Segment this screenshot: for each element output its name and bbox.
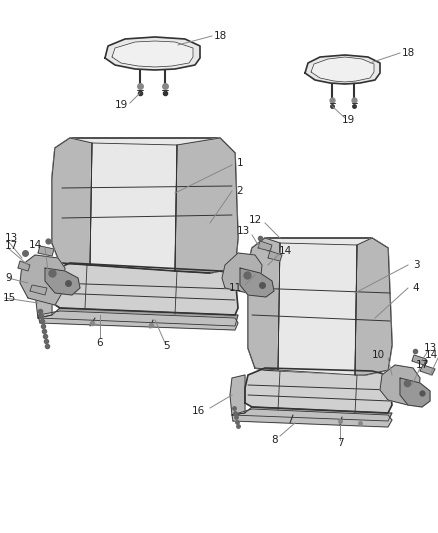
Polygon shape xyxy=(420,365,435,375)
Polygon shape xyxy=(38,311,238,330)
Polygon shape xyxy=(52,138,92,265)
Polygon shape xyxy=(232,407,392,421)
Polygon shape xyxy=(305,55,380,84)
Text: 9: 9 xyxy=(5,273,12,283)
Text: 15: 15 xyxy=(3,293,16,303)
Polygon shape xyxy=(35,271,52,318)
Polygon shape xyxy=(45,268,80,295)
Text: 13: 13 xyxy=(424,343,437,353)
Polygon shape xyxy=(245,368,392,413)
Polygon shape xyxy=(38,308,238,326)
Polygon shape xyxy=(248,238,392,375)
Text: 12: 12 xyxy=(249,215,262,225)
Text: 14: 14 xyxy=(279,246,292,256)
Text: 16: 16 xyxy=(192,406,205,416)
Polygon shape xyxy=(355,238,392,375)
Polygon shape xyxy=(400,378,430,407)
Polygon shape xyxy=(30,285,47,295)
Text: 8: 8 xyxy=(272,435,278,445)
Text: 17: 17 xyxy=(5,241,18,251)
Text: 18: 18 xyxy=(401,48,415,58)
Text: 18: 18 xyxy=(213,31,226,41)
Text: 10: 10 xyxy=(372,350,385,360)
Polygon shape xyxy=(278,243,357,375)
Text: 5: 5 xyxy=(164,341,170,351)
Text: 11: 11 xyxy=(229,283,242,293)
Polygon shape xyxy=(248,238,280,370)
Text: 13: 13 xyxy=(5,233,18,243)
Text: 14: 14 xyxy=(425,350,438,360)
Polygon shape xyxy=(240,268,274,297)
Polygon shape xyxy=(90,143,177,271)
Text: 14: 14 xyxy=(29,240,42,250)
Polygon shape xyxy=(258,241,272,251)
Polygon shape xyxy=(105,37,200,70)
Text: 6: 6 xyxy=(97,338,103,348)
Polygon shape xyxy=(50,263,238,315)
Polygon shape xyxy=(38,246,54,256)
Polygon shape xyxy=(268,251,282,261)
Polygon shape xyxy=(230,375,245,415)
Text: 19: 19 xyxy=(115,100,128,110)
Text: 2: 2 xyxy=(237,186,244,196)
Polygon shape xyxy=(175,138,238,273)
Text: 19: 19 xyxy=(341,115,355,125)
Polygon shape xyxy=(112,41,193,67)
Polygon shape xyxy=(412,355,426,365)
Text: 4: 4 xyxy=(413,283,419,293)
Polygon shape xyxy=(232,409,392,427)
Polygon shape xyxy=(18,261,30,271)
Polygon shape xyxy=(380,365,420,405)
Text: 3: 3 xyxy=(413,260,419,270)
Text: 7: 7 xyxy=(337,438,343,448)
Polygon shape xyxy=(52,138,238,273)
Polygon shape xyxy=(222,253,262,293)
Text: 17: 17 xyxy=(415,360,429,370)
Text: 1: 1 xyxy=(237,158,244,168)
Polygon shape xyxy=(20,255,65,305)
Text: 13: 13 xyxy=(237,226,250,236)
Polygon shape xyxy=(311,57,374,82)
